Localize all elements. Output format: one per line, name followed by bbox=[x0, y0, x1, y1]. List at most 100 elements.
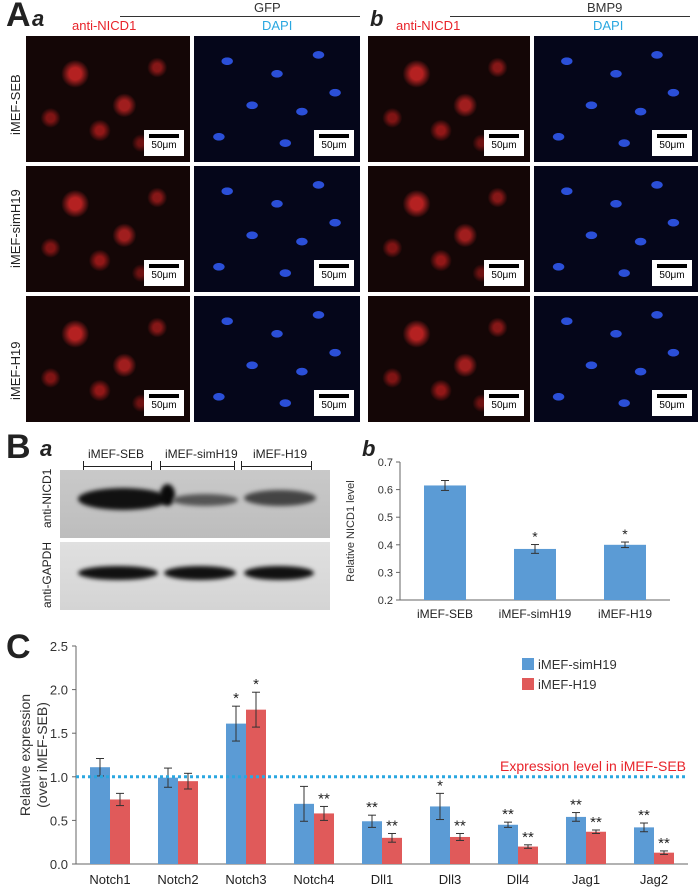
blot-nicd1 bbox=[60, 470, 330, 538]
scale-bar: 50μm bbox=[652, 390, 692, 416]
scale-bar-line bbox=[489, 394, 519, 398]
scale-bar-text: 50μm bbox=[659, 270, 685, 281]
lane-bracket-tick bbox=[151, 461, 152, 471]
bar-iMEF-SEB bbox=[424, 485, 466, 600]
legend-label: iMEF-simH19 bbox=[538, 657, 617, 672]
scale-bar: 50μm bbox=[314, 390, 354, 416]
panel-a-sub-a: a bbox=[32, 6, 45, 31]
group-gfp-label: GFP bbox=[254, 0, 281, 15]
stain-blue-label-a: DAPI bbox=[262, 18, 293, 33]
blot-lane-label-seb: iMEF-SEB bbox=[88, 447, 145, 461]
chart-nicd1-level: Relative NICD1 level 0.2 0.3 0.4 0.5 0.6 0.7 iM… bbox=[345, 457, 670, 621]
blot-lane-label-simh19: iMEF-simH19 bbox=[165, 447, 238, 461]
y-axis-label: Relative NICD1 level bbox=[345, 480, 357, 581]
significance-mark: * bbox=[437, 777, 443, 794]
significance-mark: ** bbox=[590, 814, 602, 831]
significance-mark: ** bbox=[658, 835, 670, 852]
y-tick-label: 0.0 bbox=[50, 857, 68, 872]
x-tick-label: Notch4 bbox=[293, 872, 334, 887]
legend-swatch bbox=[522, 678, 534, 690]
scale-bar-text: 50μm bbox=[321, 270, 347, 281]
x-tick-label: Dll4 bbox=[507, 872, 529, 887]
bar-Dll4-iMEF-H19 bbox=[518, 846, 538, 864]
band bbox=[164, 566, 236, 580]
significance-mark: * bbox=[233, 690, 239, 707]
significance-mark: ** bbox=[366, 799, 378, 816]
micrograph-seb-bmp9-dapi: 50μm bbox=[534, 36, 698, 162]
blot-label-gapdh: anti-GAPDH bbox=[40, 541, 54, 608]
x-tick-label: Dll3 bbox=[439, 872, 461, 887]
panel-a-sub-b: b bbox=[370, 6, 384, 31]
stain-blue-label-b: DAPI bbox=[593, 18, 624, 33]
scale-bar: 50μm bbox=[144, 260, 184, 286]
micrograph-simh19-gfp-dapi: 50μm bbox=[194, 166, 360, 292]
bar-Notch4-iMEF-simH19 bbox=[294, 803, 314, 864]
significance-mark: ** bbox=[454, 817, 466, 834]
scale-bar-line bbox=[489, 264, 519, 268]
micrograph-seb-gfp-nicd1: 50μm bbox=[26, 36, 190, 162]
band bbox=[78, 488, 168, 510]
x-tick-label: Notch3 bbox=[225, 872, 266, 887]
bar-Notch4-iMEF-H19 bbox=[314, 813, 334, 864]
band bbox=[172, 494, 238, 506]
bar-Dll1-iMEF-simH19 bbox=[362, 821, 382, 864]
x-tick-label: Jag2 bbox=[640, 872, 668, 887]
y-tick-label: 0.4 bbox=[378, 540, 393, 552]
significance-mark: ** bbox=[638, 807, 650, 824]
scale-bar: 50μm bbox=[484, 390, 524, 416]
band bbox=[244, 566, 314, 580]
row-label-h19: iMEF-H19 bbox=[8, 341, 23, 400]
scale-bar-line bbox=[149, 134, 179, 138]
significance-mark: * bbox=[622, 526, 628, 542]
panel-a-label: A bbox=[6, 0, 31, 34]
x-tick-label: iMEF-H19 bbox=[598, 607, 652, 621]
blot-gapdh bbox=[60, 542, 330, 610]
bar-Jag2-iMEF-simH19 bbox=[634, 827, 654, 864]
significance-mark: ** bbox=[570, 797, 582, 814]
micrograph-simh19-bmp9-dapi: 50μm bbox=[534, 166, 698, 292]
scale-bar-text: 50μm bbox=[151, 140, 177, 151]
panel-c-label: C bbox=[6, 628, 31, 666]
scale-bar: 50μm bbox=[144, 390, 184, 416]
scale-bar: 50μm bbox=[652, 130, 692, 156]
legend-swatch bbox=[522, 658, 534, 670]
scale-bar-line bbox=[657, 264, 687, 268]
significance-mark: * bbox=[532, 529, 538, 545]
significance-mark: * bbox=[253, 676, 259, 693]
x-tick-label: Jag1 bbox=[572, 872, 600, 887]
stain-red-label-a: anti-NICD1 bbox=[72, 18, 137, 33]
micrograph-seb-bmp9-nicd1: 50μm bbox=[368, 36, 530, 162]
panel-b-sub-a: a bbox=[40, 436, 53, 461]
scale-bar: 50μm bbox=[484, 260, 524, 286]
y-tick-label: 2.0 bbox=[50, 683, 68, 698]
bar-Notch2-iMEF-simH19 bbox=[158, 777, 178, 864]
x-tick-label: iMEF-SEB bbox=[417, 607, 473, 621]
lane-bracket-seb bbox=[83, 466, 151, 467]
scale-bar-text: 50μm bbox=[659, 140, 685, 151]
group-bmp9-label: BMP9 bbox=[587, 0, 623, 15]
scale-bar-line bbox=[319, 264, 349, 268]
significance-mark: ** bbox=[502, 806, 514, 823]
row-label-simh19: iMEF-simH19 bbox=[8, 189, 23, 268]
lane-bracket-h19 bbox=[241, 466, 311, 467]
scale-bar-line bbox=[149, 264, 179, 268]
scale-bar-text: 50μm bbox=[151, 270, 177, 281]
row-label-seb: iMEF-SEB bbox=[8, 74, 23, 135]
y-tick-label: 1.5 bbox=[50, 726, 68, 741]
y-tick-label: 0.5 bbox=[50, 813, 68, 828]
significance-mark: ** bbox=[386, 817, 398, 834]
y-tick-label: 1.0 bbox=[50, 770, 68, 785]
bar-Notch2-iMEF-H19 bbox=[178, 781, 198, 864]
micrograph-seb-gfp-dapi: 50μm bbox=[194, 36, 360, 162]
scale-bar: 50μm bbox=[314, 260, 354, 286]
micrograph-simh19-bmp9-nicd1: 50μm bbox=[368, 166, 530, 292]
lane-bracket-tick bbox=[311, 461, 312, 471]
group-gfp-line bbox=[120, 16, 360, 17]
legend-label: iMEF-H19 bbox=[538, 677, 597, 692]
reference-line-label: Expression level in iMEF-SEB bbox=[500, 758, 686, 774]
bar-Notch3-iMEF-simH19 bbox=[226, 723, 246, 864]
band bbox=[244, 490, 316, 506]
bar-Notch1-iMEF-simH19 bbox=[90, 767, 110, 864]
lane-bracket-tick bbox=[160, 461, 161, 471]
bar-Dll3-iMEF-simH19 bbox=[430, 806, 450, 864]
